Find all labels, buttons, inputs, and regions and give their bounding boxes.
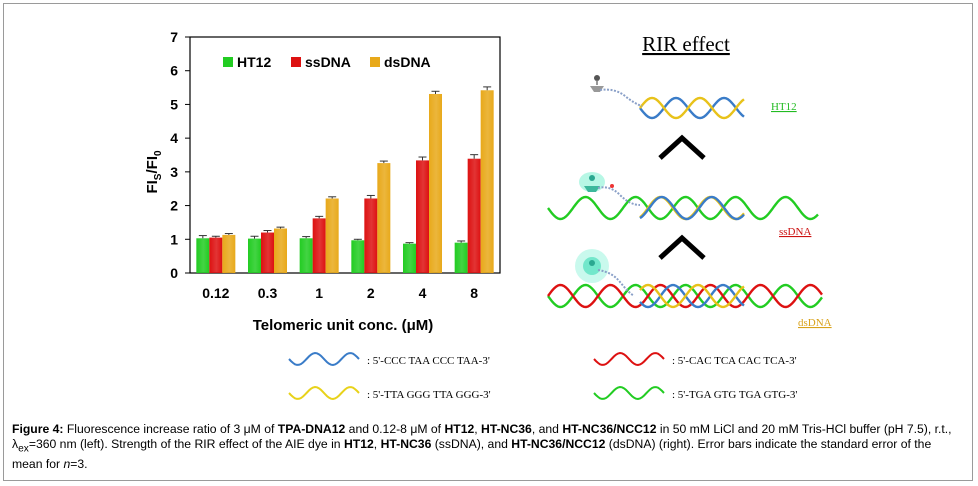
caption-text: HT12 bbox=[343, 436, 374, 451]
x-tick-label: 4 bbox=[419, 285, 427, 301]
caption-text: HT12 bbox=[444, 422, 475, 436]
caption-text: HT-NC36 bbox=[481, 422, 532, 436]
ht12-dye-molecule bbox=[590, 75, 643, 107]
strand-legend: : 5'-CCC TAA CCC TAA-3' : 5'-CAC TCA CAC … bbox=[288, 351, 797, 401]
bar-ssdna bbox=[312, 218, 326, 273]
strand-wave bbox=[288, 385, 360, 401]
caption-text: HT-NC36/NCC12 bbox=[511, 436, 606, 451]
strand-sequence: : 5'-TGA GTG TGA GTG-3' bbox=[672, 389, 797, 401]
ht12-label: HT12 bbox=[771, 101, 797, 113]
bar-ssdna bbox=[364, 198, 378, 273]
dsdna-helix bbox=[547, 283, 823, 309]
bar-ht12 bbox=[454, 242, 468, 273]
y-tick-label: 5 bbox=[170, 96, 178, 112]
bar-dsdna bbox=[480, 90, 494, 273]
bar-ht12 bbox=[248, 238, 261, 273]
y-tick-label: 7 bbox=[170, 29, 178, 45]
legend-swatch-dsdna bbox=[370, 57, 380, 67]
bar-ssdna bbox=[209, 237, 223, 273]
caption-text: and 0.12-8 μM of bbox=[345, 422, 445, 436]
bar-ht12 bbox=[403, 243, 416, 273]
caption-text: , bbox=[474, 422, 482, 436]
legend-label-ssdna: ssDNA bbox=[305, 54, 351, 70]
strand-sequence: : 5'-CCC TAA CCC TAA-3' bbox=[367, 355, 490, 367]
y-tick-label: 6 bbox=[170, 63, 178, 79]
caption-label: Figure 4: bbox=[12, 422, 64, 436]
bar-dsdna bbox=[429, 93, 442, 273]
y-tick-label: 4 bbox=[170, 130, 178, 146]
chevron-up-icon bbox=[658, 134, 706, 160]
ssdna-helix bbox=[547, 195, 819, 221]
y-tick-label: 3 bbox=[170, 164, 178, 180]
caption-text: in 50 mM LiCl and 20 mM Tris-HCl buffer … bbox=[12, 422, 952, 451]
x-tick-label: 0.3 bbox=[258, 285, 278, 301]
y-tick-label: 1 bbox=[170, 231, 178, 247]
caption-text: Fluorescence increase ratio of 3 μM of bbox=[63, 422, 278, 436]
plot-area: 0 1 2 3 4 5 6 7 0.12 0.3 1 2 4 8 bbox=[170, 29, 501, 301]
strand-wave bbox=[288, 351, 360, 367]
strand-sequence: : 5'-TTA GGG TTA GGG-3' bbox=[367, 389, 491, 401]
ssdna-dye-molecule bbox=[579, 172, 641, 206]
caption-text: =3. bbox=[70, 457, 88, 472]
legend-swatch-ht12 bbox=[223, 57, 233, 67]
chevron-up-icon bbox=[658, 234, 706, 260]
chart-legend: HT12 ssDNA dsDNA bbox=[223, 54, 431, 70]
helix-strand bbox=[547, 195, 819, 221]
strand-sequence: : 5'-CAC TCA CAC TCA-3' bbox=[672, 355, 797, 367]
figure-caption: Figure 4: Fluorescence increase ratio of… bbox=[12, 422, 962, 472]
dsdna-label: dsDNA bbox=[798, 317, 832, 329]
strand-wave bbox=[593, 351, 665, 367]
caption-text: HT-NC36 bbox=[380, 436, 432, 451]
x-axis-title: Telomeric unit conc. (μM) bbox=[253, 317, 434, 334]
helix-strand bbox=[639, 283, 745, 309]
caption-text: TPA-DNA12 bbox=[277, 422, 346, 436]
y-tick-label: 2 bbox=[170, 198, 178, 214]
caption-text: HT-NC36/NCC12 bbox=[562, 422, 657, 436]
helix-strand bbox=[547, 283, 823, 309]
bar-dsdna bbox=[325, 198, 339, 273]
caption-text: , bbox=[373, 436, 381, 451]
bar-dsdna bbox=[274, 228, 287, 273]
caption-text: =360 nm (left). Strength of the RIR effe… bbox=[28, 436, 344, 451]
ssdna-label: ssDNA bbox=[779, 226, 811, 238]
caption-text: (dsDNA) (right). Error bars indicate the… bbox=[12, 436, 932, 472]
helix-strand bbox=[639, 96, 745, 120]
x-tick-label: 8 bbox=[470, 285, 478, 301]
plot-border bbox=[189, 36, 501, 274]
caption-text: (ssDNA), and bbox=[431, 436, 512, 451]
strand-wave bbox=[593, 385, 665, 401]
bar-ht12 bbox=[299, 238, 313, 273]
y-axis-title: FIS/FI0 bbox=[144, 150, 164, 194]
helix-strand bbox=[547, 283, 823, 309]
helix-strand bbox=[639, 96, 745, 120]
legend-label-ht12: HT12 bbox=[237, 54, 271, 70]
bar-ht12 bbox=[351, 240, 365, 273]
ht12-helix bbox=[639, 96, 745, 120]
dsdna-dye-molecule bbox=[575, 249, 635, 297]
figure-frame bbox=[3, 3, 973, 481]
caption-text: , and bbox=[531, 422, 563, 436]
bar-dsdna bbox=[222, 234, 236, 273]
legend-label-dsdna: dsDNA bbox=[384, 54, 431, 70]
caption-text: n bbox=[63, 457, 71, 472]
x-tick-label: 0.12 bbox=[202, 285, 229, 301]
helix-strand bbox=[639, 283, 745, 309]
helix-strand bbox=[639, 195, 745, 221]
bar-ht12 bbox=[196, 238, 210, 273]
y-tick-label: 0 bbox=[170, 265, 178, 281]
x-tick-label: 1 bbox=[315, 285, 323, 301]
bar-ssdna bbox=[261, 232, 274, 273]
bar-ssdna bbox=[416, 160, 429, 273]
legend-swatch-ssdna bbox=[291, 57, 301, 67]
bar-ssdna bbox=[467, 158, 481, 273]
caption-text: ex bbox=[18, 443, 29, 455]
x-tick-label: 2 bbox=[367, 285, 375, 301]
diagram-title: RIR effect bbox=[642, 32, 730, 56]
bar-dsdna bbox=[377, 163, 391, 273]
rir-diagram: RIR effect HT12 ssDNA bbox=[288, 32, 832, 401]
